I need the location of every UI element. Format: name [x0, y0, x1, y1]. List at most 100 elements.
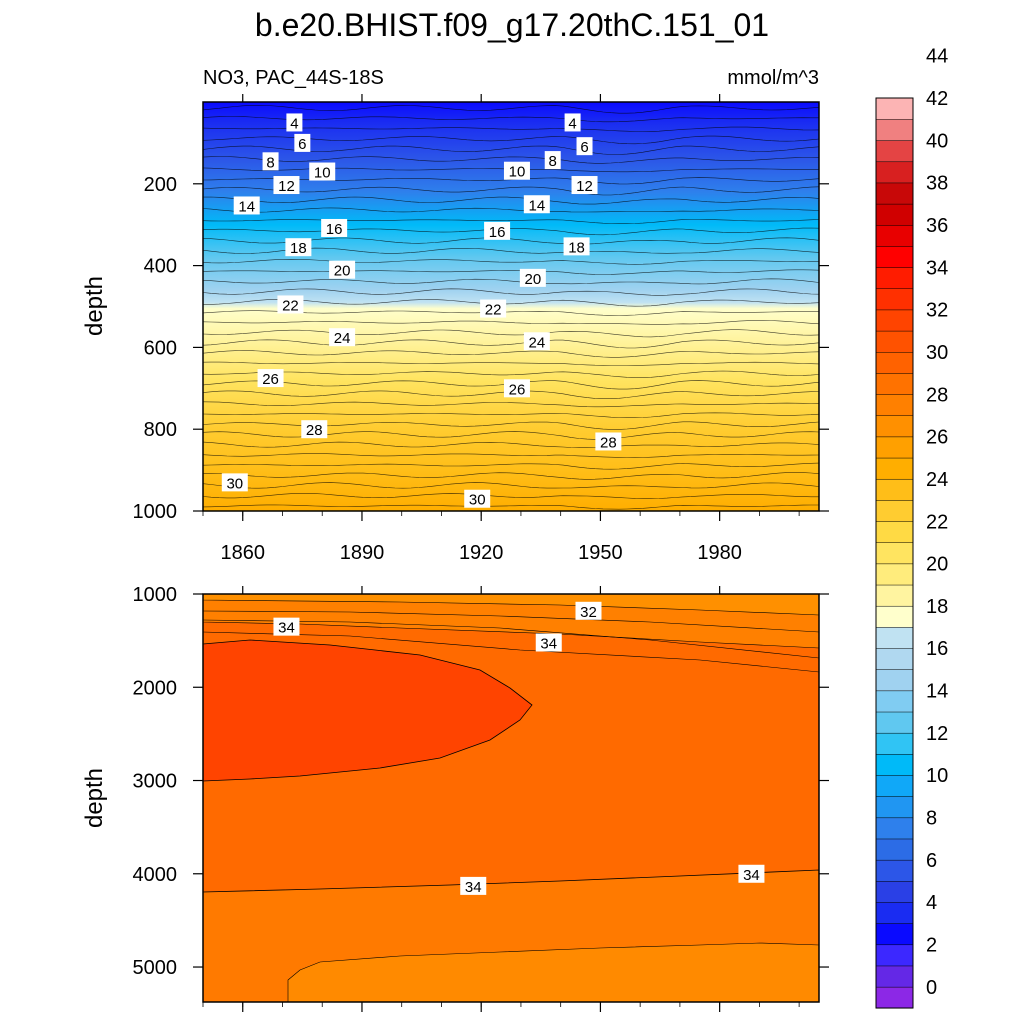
colorbar-swatch — [875, 711, 914, 734]
label-box — [576, 137, 593, 156]
label-box — [321, 218, 348, 237]
contour-line — [203, 462, 819, 470]
colorbar-label: 18 — [926, 596, 948, 618]
y-tick-label: 200 — [144, 174, 177, 196]
upper-y-axis-label: depth — [81, 276, 108, 336]
label-box — [301, 420, 328, 439]
contour-label-text: 28 — [600, 434, 617, 451]
colorbar-label: 14 — [926, 681, 948, 703]
contour-line — [203, 310, 819, 316]
contour-line — [203, 320, 819, 325]
upper-contour-lines — [203, 104, 819, 510]
colorbar-swatch — [875, 330, 914, 353]
colorbar-label: 4 — [926, 892, 937, 914]
colorbar-swatch — [875, 118, 914, 141]
label-box — [221, 473, 248, 492]
lower-contour-regions — [203, 594, 819, 1002]
contour-line-c — [203, 631, 819, 673]
label-box — [277, 295, 304, 314]
label-box — [544, 151, 561, 170]
label-box — [575, 601, 602, 620]
contour-label-text: 34 — [743, 867, 760, 884]
contour-label-text: 22 — [485, 302, 502, 319]
lower-contour-label: 34 — [738, 864, 765, 884]
colorbar-frame — [875, 97, 914, 1009]
label-box — [286, 113, 303, 132]
contour-label-text: 20 — [525, 271, 542, 288]
lower-contour-label: 34 — [460, 876, 487, 896]
y-tick-label: 5000 — [133, 957, 178, 979]
contour-label-text: 30 — [226, 475, 243, 492]
colorbar-swatch — [875, 351, 914, 374]
label-box — [257, 369, 284, 388]
label-box — [262, 152, 279, 171]
contour-label-text: 8 — [266, 154, 274, 171]
band-32-bottom — [287, 942, 819, 1002]
contour-label-text: 10 — [314, 165, 331, 182]
upper-contour-label: 14 — [233, 196, 260, 215]
upper-contour-label: 22 — [480, 299, 507, 319]
label-box — [535, 633, 562, 652]
contour-line — [203, 504, 819, 510]
contour-line — [203, 269, 819, 275]
contour-line — [203, 298, 819, 307]
contour-line — [203, 156, 819, 164]
colorbar-swatch — [875, 965, 914, 988]
colorbar-swatch — [875, 796, 914, 819]
x-tick-label: 1860 — [220, 542, 265, 564]
colorbar-swatch — [875, 838, 914, 861]
contour-line — [203, 104, 819, 114]
contour-line — [203, 196, 819, 205]
contour-line — [203, 177, 819, 185]
label-box — [519, 268, 546, 287]
contour-line — [203, 370, 819, 378]
colorbar-swatch — [875, 372, 914, 395]
contour-label-text: 12 — [278, 178, 295, 195]
upper-contour-label: 26 — [503, 379, 530, 398]
colorbar-swatch — [875, 690, 914, 713]
chart-units: mmol/m^3 — [727, 67, 819, 89]
contour-label-text: 8 — [549, 153, 557, 170]
colorbar-swatch — [875, 626, 914, 649]
y-tick-label: 3000 — [133, 771, 178, 793]
colorbar-swatch — [875, 182, 914, 205]
contour-label-text: 16 — [326, 221, 343, 238]
label-box — [523, 195, 550, 214]
upper-contour-label: 28 — [301, 420, 328, 439]
colorbar-swatch — [875, 605, 914, 628]
upper-contour-label: 10 — [309, 162, 336, 182]
x-tick-label: 1950 — [578, 542, 623, 564]
y-tick-label: 1000 — [133, 584, 178, 606]
contour-line — [203, 453, 819, 458]
label-box — [464, 489, 491, 508]
label-box — [563, 237, 590, 256]
contour-label-text: 4 — [568, 115, 576, 132]
upper-contour-label: 12 — [273, 176, 300, 195]
upper-plot-frame — [202, 101, 820, 512]
contour-label-text: 18 — [568, 239, 585, 256]
colorbar-label: 36 — [926, 215, 948, 237]
upper-contour-label: 18 — [285, 238, 312, 257]
colorbar-swatch — [875, 774, 914, 797]
label-box — [273, 617, 300, 636]
lower-plot-frame — [202, 593, 820, 1003]
contour-label-text: 22 — [282, 297, 299, 314]
label-box — [523, 332, 550, 351]
contour-label-text: 30 — [469, 492, 486, 509]
colorbar-swatch — [875, 415, 914, 438]
contour-line — [203, 482, 819, 489]
colorbar-swatch — [875, 97, 914, 120]
contour-line — [203, 258, 819, 265]
upper-contour-label: 8 — [544, 151, 561, 170]
upper-contour-label: 22 — [277, 295, 304, 314]
label-box — [480, 299, 507, 318]
contour-line — [203, 350, 819, 358]
colorbar-label: 2 — [926, 935, 937, 957]
colorbar-label: 0 — [926, 977, 937, 999]
contour-label-text: 24 — [528, 334, 545, 351]
contour-line-a — [203, 610, 819, 633]
contour-label-text: 12 — [576, 178, 593, 195]
upper-contour-label: 14 — [523, 195, 550, 214]
